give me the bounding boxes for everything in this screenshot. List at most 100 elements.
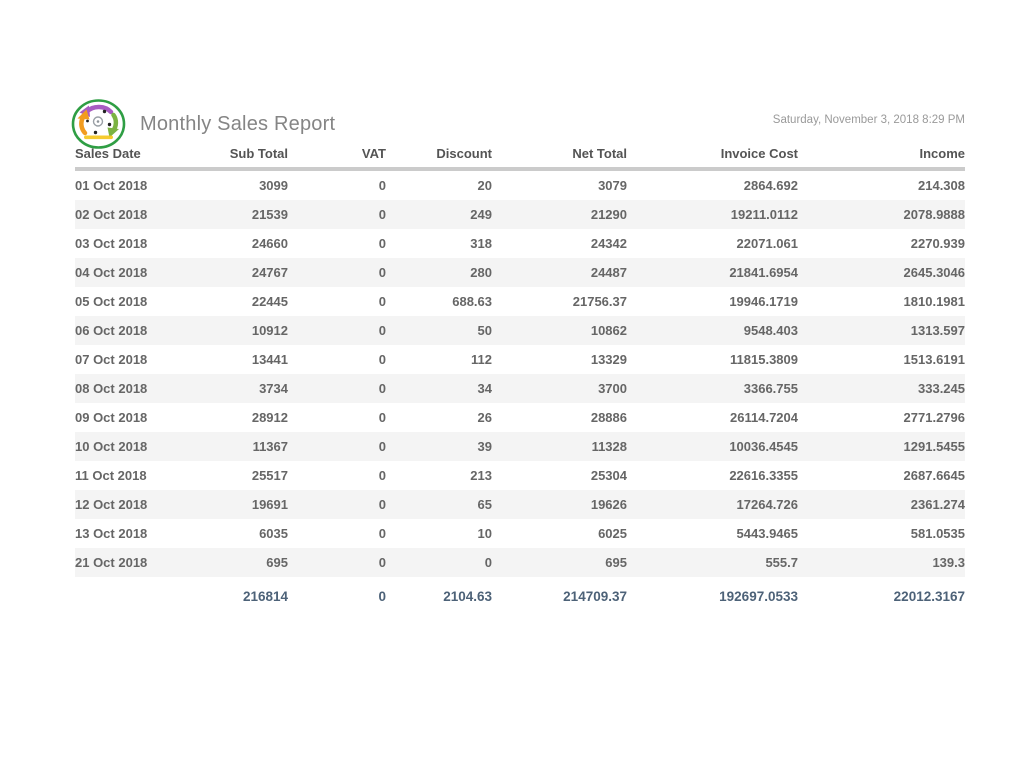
cell-net-total: 3700 (598, 381, 627, 396)
cell-net-total: 21756.37 (572, 294, 627, 309)
table-row: 06 Oct 2018 10912 0 50 10862 9548.403 1313.597 (75, 316, 965, 345)
cell-discount: 20 (477, 178, 492, 193)
cell-sub-total: 3734 (259, 381, 288, 396)
column-header-vat: VAT (361, 146, 386, 161)
cell-sales-date: 06 Oct 2018 (75, 323, 148, 338)
cell-vat: 0 (378, 526, 386, 541)
cell-net-total: 19626 (590, 497, 627, 512)
cell-invoice-cost: 11815.3809 (730, 352, 798, 367)
cell-discount: 65 (477, 497, 492, 512)
cell-vat: 0 (378, 468, 386, 483)
cell-discount: 688.63 (452, 294, 492, 309)
cell-income: 2361.274 (910, 497, 965, 512)
cell-vat: 0 (378, 555, 386, 570)
cell-invoice-cost: 2864.692 (743, 178, 798, 193)
table-row: 05 Oct 2018 22445 0 688.63 21756.37 19946.171… (75, 287, 965, 316)
cell-sales-date: 08 Oct 2018 (75, 381, 148, 396)
cell-invoice-cost: 555.7 (765, 555, 798, 570)
table-row: 09 Oct 2018 28912 0 26 28886 26114.7204 2771.2… (75, 403, 965, 432)
column-header-invoice-cost: Invoice Cost (720, 146, 798, 161)
cell-sub-total: 28912 (251, 410, 288, 425)
cell-discount: 26 (477, 410, 492, 425)
column-header-sales-date: Sales Date (75, 146, 141, 161)
cell-income: 1291.5455 (903, 439, 965, 454)
cell-sub-total: 22445 (251, 294, 288, 309)
table-footer: 216814 0 2104.63 214709.37 192697.0533 22012.… (75, 577, 965, 604)
cell-invoice-cost: 22616.3355 (729, 468, 798, 483)
cell-net-total: 11328 (591, 439, 627, 454)
cell-net-total: 28886 (590, 410, 627, 425)
total-vat: 0 (378, 589, 386, 604)
cell-income: 2771.2796 (903, 410, 965, 425)
table-body: 01 Oct 2018 3099 0 20 3079 2864.692 214.308 02 … (75, 169, 965, 577)
table-header: Sales Date Sub Total VAT Discount Net Total I… (75, 142, 965, 169)
cell-discount: 280 (470, 265, 492, 280)
table-row: 01 Oct 2018 3099 0 20 3079 2864.692 214.308 (75, 169, 965, 200)
total-net-total: 214709.37 (563, 589, 627, 604)
table-row: 10 Oct 2018 11367 0 39 11328 10036.4545 1291.5… (75, 432, 965, 461)
cell-income: 1810.1981 (903, 294, 965, 309)
table-row: 08 Oct 2018 3734 0 34 3700 3366.755 333.245 (75, 374, 965, 403)
cell-sub-total: 10912 (251, 323, 288, 338)
total-discount: 2104.63 (443, 589, 492, 604)
cell-sales-date: 05 Oct 2018 (75, 294, 148, 309)
cell-income: 333.245 (918, 381, 965, 396)
recycle-arrows-logo-icon (71, 99, 126, 149)
cell-vat: 0 (378, 439, 386, 454)
table-row: 12 Oct 2018 19691 0 65 19626 17264.726 2361.27… (75, 490, 965, 519)
cell-discount: 249 (470, 207, 492, 222)
column-header-net-total: Net Total (572, 146, 627, 161)
app-logo-icon (71, 99, 126, 149)
cell-vat: 0 (378, 178, 386, 193)
cell-sales-date: 07 Oct 2018 (75, 352, 148, 367)
cell-invoice-cost: 22071.061 (736, 236, 798, 251)
cell-sales-date: 09 Oct 2018 (75, 410, 148, 425)
cell-income: 214.308 (918, 178, 965, 193)
cell-invoice-cost: 3366.755 (743, 381, 798, 396)
column-header-discount: Discount (436, 146, 492, 161)
cell-sales-date: 21 Oct 2018 (75, 555, 148, 570)
cell-sub-total: 24660 (251, 236, 288, 251)
cell-net-total: 13329 (590, 352, 627, 367)
cell-income: 2645.3046 (903, 265, 965, 280)
table-row: 21 Oct 2018 695 0 0 695 555.7 139.3 (75, 548, 965, 577)
cell-discount: 112 (471, 352, 492, 367)
cell-sub-total: 6035 (259, 526, 288, 541)
cell-sales-date: 04 Oct 2018 (75, 265, 148, 280)
cell-sub-total: 3099 (259, 178, 288, 193)
cell-invoice-cost: 17264.726 (736, 497, 798, 512)
table-row: 04 Oct 2018 24767 0 280 24487 21841.6954 2645.… (75, 258, 965, 287)
cell-net-total: 695 (605, 555, 627, 570)
cell-sub-total: 11367 (252, 439, 288, 454)
cell-income: 2078.9888 (903, 207, 965, 222)
cell-vat: 0 (378, 381, 386, 396)
cell-income: 1513.6191 (903, 352, 965, 367)
cell-vat: 0 (378, 207, 386, 222)
cell-discount: 318 (470, 236, 492, 251)
table-row: 13 Oct 2018 6035 0 10 6025 5443.9465 581.0535 (75, 519, 965, 548)
cell-vat: 0 (378, 236, 386, 251)
cell-vat: 0 (378, 497, 386, 512)
cell-net-total: 24487 (590, 265, 627, 280)
cell-net-total: 24342 (590, 236, 627, 251)
cell-vat: 0 (378, 323, 386, 338)
cell-net-total: 21290 (590, 207, 627, 222)
table-row: 07 Oct 2018 13441 0 112 13329 11815.3809 1513.… (75, 345, 965, 374)
cell-sub-total: 25517 (251, 468, 288, 483)
cell-sales-date: 12 Oct 2018 (75, 497, 148, 512)
cell-sub-total: 24767 (251, 265, 288, 280)
cell-sub-total: 695 (266, 555, 288, 570)
table-header-row: Sales Date Sub Total VAT Discount Net Total I… (75, 142, 965, 169)
table-row: 02 Oct 2018 21539 0 249 21290 19211.0112 2078.… (75, 200, 965, 229)
table-row: 03 Oct 2018 24660 0 318 24342 22071.061 2270.9… (75, 229, 965, 258)
cell-sub-total: 13441 (251, 352, 288, 367)
totals-row: 216814 0 2104.63 214709.37 192697.0533 22012.… (75, 577, 965, 604)
cell-invoice-cost: 10036.4545 (729, 439, 798, 454)
cell-discount: 39 (477, 439, 492, 454)
cell-discount: 34 (477, 381, 492, 396)
cell-income: 581.0535 (910, 526, 965, 541)
total-income: 22012.3167 (893, 589, 965, 604)
cell-sales-date: 11 Oct 2018 (75, 468, 147, 483)
total-sales-date (75, 577, 185, 604)
